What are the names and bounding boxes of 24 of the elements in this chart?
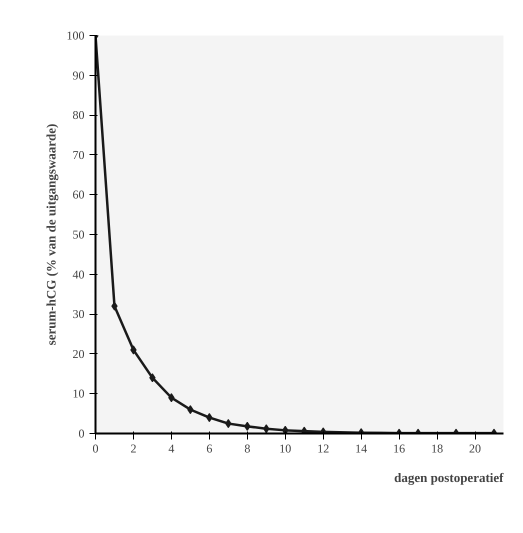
x-tick-label: 0	[92, 442, 98, 456]
x-tick-label: 20	[469, 442, 482, 456]
x-tick-label: 14	[355, 442, 368, 456]
y-tick-label: 0	[78, 426, 84, 440]
x-tick-label: 2	[130, 442, 136, 456]
x-tick-label: 6	[206, 442, 212, 456]
y-tick-label: 10	[72, 386, 84, 401]
x-tick-label: 12	[317, 442, 330, 456]
y-axis-title: serum-hCG (% van de uitgangswaarde)	[44, 124, 58, 346]
x-axis-title: dagen postoperatief	[394, 470, 504, 485]
x-tick-label: 8	[244, 442, 250, 456]
x-tick-label: 18	[431, 442, 444, 456]
y-tick-label: 90	[72, 68, 84, 82]
y-tick-label: 30	[72, 307, 84, 322]
y-tick-label: 100	[66, 28, 84, 42]
y-tick-label: 60	[72, 188, 84, 202]
y-tick-label: 70	[72, 148, 84, 162]
x-tick-label: 4	[168, 442, 174, 456]
x-tick-label: 10	[279, 442, 292, 456]
y-tick-label: 40	[72, 267, 84, 282]
y-tick-label: 80	[72, 108, 84, 122]
y-tick-label: 50	[72, 228, 84, 242]
x-tick-label: 16	[393, 442, 406, 456]
y-tick-label: 20	[72, 346, 84, 361]
